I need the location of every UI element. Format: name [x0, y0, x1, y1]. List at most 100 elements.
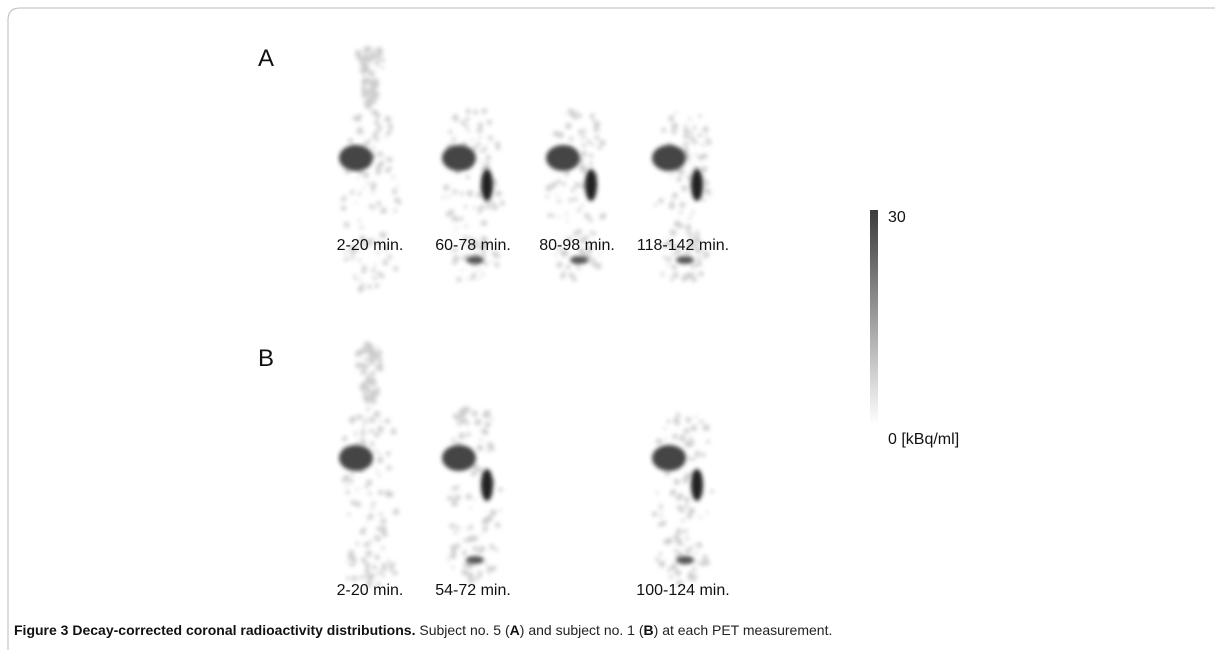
pet-speckle — [378, 152, 383, 157]
pet-speckle — [364, 394, 367, 397]
pet-speckle — [378, 474, 381, 477]
pet-speckle — [700, 561, 706, 567]
pet-speckle — [695, 154, 697, 156]
pet-speckle — [684, 134, 689, 139]
pet-speckle — [593, 232, 597, 236]
pet-speckle — [546, 185, 552, 191]
pet-speckle — [698, 114, 701, 117]
pet-speckle — [489, 446, 494, 451]
frame-label: 100-124 min. — [636, 582, 729, 599]
pet-speckle — [372, 276, 376, 280]
pet-speckle — [674, 549, 678, 553]
pet-speckle — [686, 443, 689, 446]
pet-speckle — [466, 278, 468, 280]
pet-speckle — [354, 432, 357, 435]
pet-speckle — [474, 577, 477, 580]
pet-speckle — [355, 362, 361, 368]
frame-label: 60-78 min. — [435, 237, 511, 254]
pet-speckle — [672, 265, 677, 270]
pet-speckle — [376, 59, 378, 61]
pet-speckle — [659, 507, 662, 510]
pet-speckle — [368, 79, 373, 84]
pet-speckle — [685, 225, 690, 230]
pet-speckle — [467, 190, 473, 196]
pet-speckle — [484, 517, 490, 523]
pet-speckle — [492, 566, 496, 570]
pet-speckle — [478, 210, 482, 214]
pet-speckle — [451, 497, 454, 500]
pet-speckle — [566, 213, 568, 215]
pet-speckle — [351, 563, 354, 566]
pet-speckle — [659, 561, 665, 567]
pet-speckle — [372, 352, 374, 354]
pet-speckle — [373, 181, 375, 183]
caption: Figure 3 Decay-corrected coronal radioac… — [14, 622, 832, 638]
pet-speckle — [381, 66, 384, 69]
pet-speckle — [701, 166, 707, 172]
pet-image — [652, 413, 714, 586]
pet-speckle — [374, 81, 379, 86]
pet-speckle — [453, 255, 459, 261]
pet-speckle — [679, 542, 682, 545]
liver — [442, 145, 476, 171]
pet-speckle — [452, 438, 456, 442]
pet-speckle — [360, 370, 365, 375]
pet-speckle — [469, 525, 473, 529]
pet-speckle — [669, 203, 675, 209]
pet-speckle — [463, 539, 466, 542]
pet-speckle — [377, 538, 380, 541]
pet-speckle — [377, 63, 380, 66]
pet-speckle — [667, 538, 673, 544]
pet-speckle — [689, 136, 694, 141]
pet-speckle — [374, 85, 377, 88]
pet-speckle — [454, 142, 456, 144]
pet-speckle — [447, 560, 449, 562]
pet-speckle — [700, 420, 703, 423]
pet-speckle — [704, 425, 708, 429]
pet-speckle — [348, 550, 353, 555]
pet-speckle — [487, 571, 490, 574]
pet-speckle — [480, 438, 483, 441]
pet-speckle — [475, 419, 481, 425]
pet-speckle — [689, 118, 692, 121]
pet-speckle — [387, 465, 392, 470]
pet-speckle — [682, 544, 685, 547]
pet-speckle — [491, 138, 494, 141]
pet-speckle — [385, 418, 390, 423]
pet-speckle — [365, 94, 367, 96]
pet-speckle — [686, 417, 692, 423]
pet-speckle — [694, 141, 697, 144]
pet-speckle — [479, 127, 482, 130]
pet-speckle — [594, 126, 600, 132]
pet-speckle — [362, 265, 366, 269]
pet-speckle — [487, 120, 492, 125]
pet-speckle — [556, 194, 558, 196]
pet-speckle — [678, 551, 682, 555]
caption-text-part: ) at each PET measurement. — [654, 622, 833, 638]
pet-speckle — [350, 190, 354, 194]
pet-speckle — [671, 114, 673, 116]
pet-speckle — [598, 146, 602, 150]
pet-speckle — [392, 570, 397, 575]
pet-speckle — [688, 457, 692, 461]
pet-speckle — [346, 560, 348, 562]
pet-speckle — [379, 367, 384, 372]
pet-speckle — [472, 411, 478, 417]
pet-speckle — [371, 507, 374, 510]
pet-speckle — [366, 367, 368, 369]
pet-speckle — [690, 546, 693, 549]
pet-speckle — [356, 542, 360, 546]
pet-speckle — [471, 277, 475, 281]
pet-speckle — [359, 70, 362, 73]
colorbar — [870, 210, 878, 425]
pet-speckle — [482, 532, 484, 534]
pet-speckle — [347, 513, 350, 516]
pet-speckle — [393, 191, 396, 194]
pet-speckle — [592, 143, 595, 146]
pet-speckle — [393, 266, 398, 271]
pet-speckle — [565, 112, 567, 114]
pet-image — [442, 108, 505, 282]
pet-speckle — [348, 138, 353, 143]
pet-speckle — [365, 562, 370, 567]
pet-speckle — [466, 494, 472, 500]
